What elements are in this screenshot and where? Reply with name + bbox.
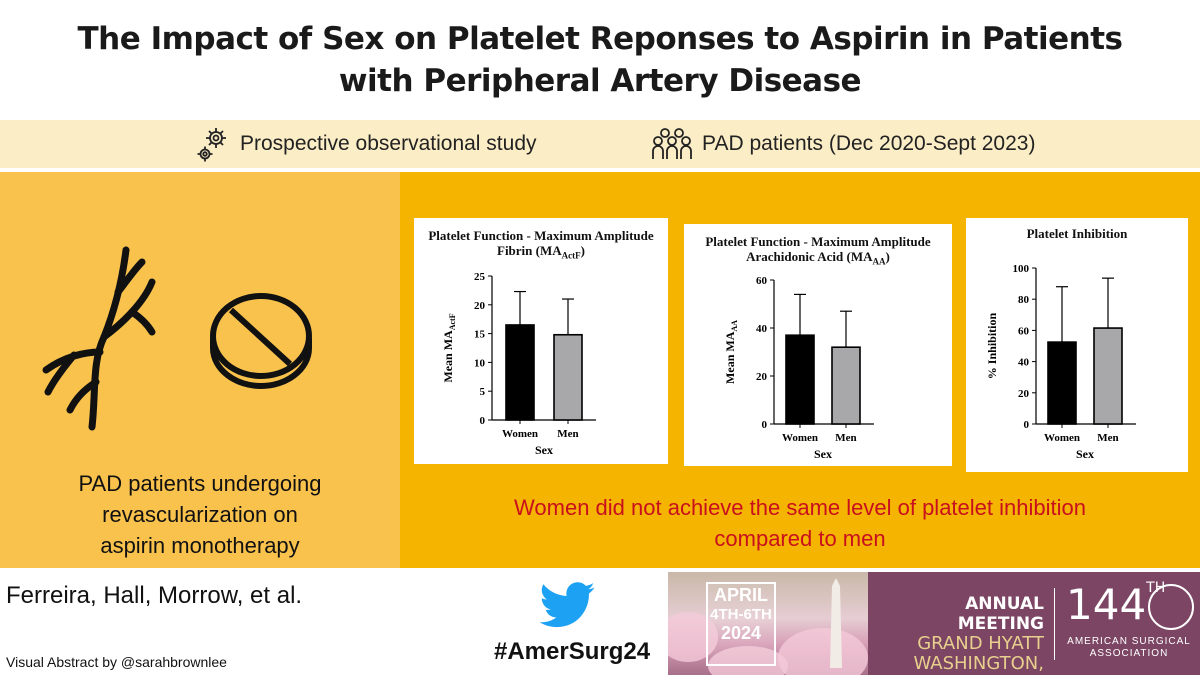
conference-banner: APRIL 4TH-6TH 2024 ANNUAL MEETING GRAND … <box>668 572 1200 675</box>
y-tick-label: 0 <box>1024 419 1030 431</box>
y-tick-label: 80 <box>1018 294 1030 306</box>
y-tick-label: 40 <box>1018 357 1030 369</box>
x-axis-label: Sex <box>535 443 553 457</box>
x-axis-label: Sex <box>1076 447 1094 461</box>
banner-divider <box>1054 588 1055 660</box>
study-info-band: Prospective observational study PAD pati… <box>0 120 1200 168</box>
x-tick-label: Men <box>1097 432 1118 444</box>
y-tick-label: 20 <box>474 300 486 312</box>
authors: Ferreira, Hall, Morrow, et al. <box>6 582 303 609</box>
pill-icon <box>210 293 312 390</box>
x-tick-label: Women <box>782 432 818 444</box>
chart-title-subscript: AA <box>872 256 886 267</box>
caption-line-2: revascularization on <box>102 502 298 527</box>
x-tick-label: Women <box>1044 432 1080 444</box>
caption-line-3: aspirin monotherapy <box>100 533 300 558</box>
y-tick-label: 60 <box>756 275 768 287</box>
chart-title: Platelet Function - Maximum Amplitude Ar… <box>684 234 952 270</box>
monument-icon <box>830 578 842 668</box>
y-tick-label: 20 <box>756 371 768 383</box>
blossom-decoration <box>778 628 868 675</box>
blossom-decoration <box>668 612 718 662</box>
bar-women <box>1047 341 1077 425</box>
bar-women <box>785 334 815 425</box>
meeting-venue: GRAND HYATT <box>917 633 1044 654</box>
chart-title: Platelet Function - Maximum Amplitude Fi… <box>414 228 668 264</box>
chart-title-line-1: Platelet Function - Maximum Amplitude <box>428 228 654 243</box>
bar-men <box>553 333 583 421</box>
y-axis-label: % Inhibition <box>985 312 999 379</box>
meeting-dates: APRIL 4TH-6TH 2024 <box>706 582 776 666</box>
y-tick-label: 15 <box>474 329 486 341</box>
population-panel: PAD patients undergoing revascularizatio… <box>0 172 400 568</box>
association-line-1: AMERICAN SURGICAL <box>1067 636 1191 647</box>
y-axis-label-subscript: ActF <box>448 313 457 330</box>
study-design-label: Prospective observational study <box>240 132 537 155</box>
y-tick-label: 0 <box>480 415 486 427</box>
visual-abstract-credit: Visual Abstract by @sarahbrownlee <box>6 654 227 670</box>
meeting-city: WASHINGTON, D.C. <box>913 653 1044 675</box>
chart-fibrin: Platelet Function - Maximum Amplitude Fi… <box>414 218 668 464</box>
y-tick-label: 40 <box>756 323 768 335</box>
study-population: PAD patients (Dec 2020-Sept 2023) <box>652 120 1035 168</box>
chart-title-line-1: Platelet Inhibition <box>1026 226 1128 241</box>
page-title: The Impact of Sex on Platelet Reponses t… <box>0 18 1200 102</box>
y-tick-label: 25 <box>474 271 486 283</box>
conclusion-line-2: compared to men <box>714 526 886 551</box>
twitter-bird-icon[interactable] <box>540 582 596 628</box>
study-design: Prospective observational study <box>196 120 537 168</box>
title-line-1: The Impact of Sex on Platelet Reponses t… <box>77 21 1123 57</box>
chart-title-end: ) <box>885 249 890 264</box>
chart-title-line-1: Platelet Function - Maximum Amplitude <box>705 234 931 249</box>
meeting-number-value: 144 <box>1066 580 1147 629</box>
date-year: 2024 <box>720 623 762 643</box>
bar-men <box>831 346 861 425</box>
y-axis-label-subscript: AA <box>730 320 739 332</box>
title-line-2: with Peripheral Artery Disease <box>338 63 862 99</box>
meeting-name: ANNUAL MEETING <box>957 594 1044 634</box>
chart-title: Platelet Inhibition <box>966 226 1188 241</box>
bar-women <box>505 324 535 421</box>
association-line-2: ASSOCIATION <box>1089 648 1169 659</box>
y-tick-label: 20 <box>1018 388 1030 400</box>
association-name: AMERICAN SURGICAL ASSOCIATION <box>1064 636 1194 660</box>
y-tick-label: 0 <box>762 419 768 431</box>
y-tick-label: 5 <box>480 386 486 398</box>
y-tick-label: 10 <box>474 357 486 369</box>
chart-arachidonic: Platelet Function - Maximum Amplitude Ar… <box>684 224 952 466</box>
conclusion-line-1: Women did not achieve the same level of … <box>514 495 1086 520</box>
caption-line-1: PAD patients undergoing <box>78 471 322 496</box>
chart-title-end: ) <box>580 243 585 258</box>
chart-inhibition: Platelet Inhibition 0 20 40 60 80 100 Women Men… <box>966 218 1188 472</box>
artery-icon <box>42 246 156 431</box>
chart-plot: 0 5 10 15 20 25 Women Men Sex Mean MAActF <box>441 271 596 457</box>
results-panel: Platelet Function - Maximum Amplitude Fi… <box>400 172 1200 568</box>
population-caption: PAD patients undergoing revascularizatio… <box>0 468 400 561</box>
y-tick-label: 60 <box>1018 325 1030 337</box>
x-axis-label: Sex <box>814 447 832 461</box>
chart-title-subscript: ActF <box>561 250 581 261</box>
y-axis-label: Mean MAActF <box>441 313 457 382</box>
bar-men <box>1093 327 1123 425</box>
meeting-details: ANNUAL MEETING GRAND HYATT WASHINGTON, D… <box>874 594 1044 675</box>
x-tick-label: Women <box>502 428 538 440</box>
x-tick-label: Men <box>557 428 578 440</box>
date-month: APRIL <box>714 585 768 605</box>
chart-title-line-2: Fibrin (MA <box>497 243 562 258</box>
study-population-label: PAD patients (Dec 2020-Sept 2023) <box>702 132 1036 155</box>
x-tick-label: Men <box>835 432 856 444</box>
date-days: 4TH-6TH <box>710 606 772 623</box>
people-group-icon <box>652 128 692 159</box>
gears-icon <box>197 128 226 162</box>
association-seal-icon <box>1148 584 1194 630</box>
conference-hashtag[interactable]: #AmerSurg24 <box>494 638 651 665</box>
meeting-number: 144TH <box>1066 580 1165 629</box>
conclusion-text: Women did not achieve the same level of … <box>400 492 1200 554</box>
y-axis-label: Mean MAAA <box>723 320 739 384</box>
chart-title-line-2: Arachidonic Acid (MA <box>746 249 873 264</box>
y-tick-label: 100 <box>1013 263 1030 275</box>
cherry-blossom-photo: APRIL 4TH-6TH 2024 <box>668 572 868 675</box>
